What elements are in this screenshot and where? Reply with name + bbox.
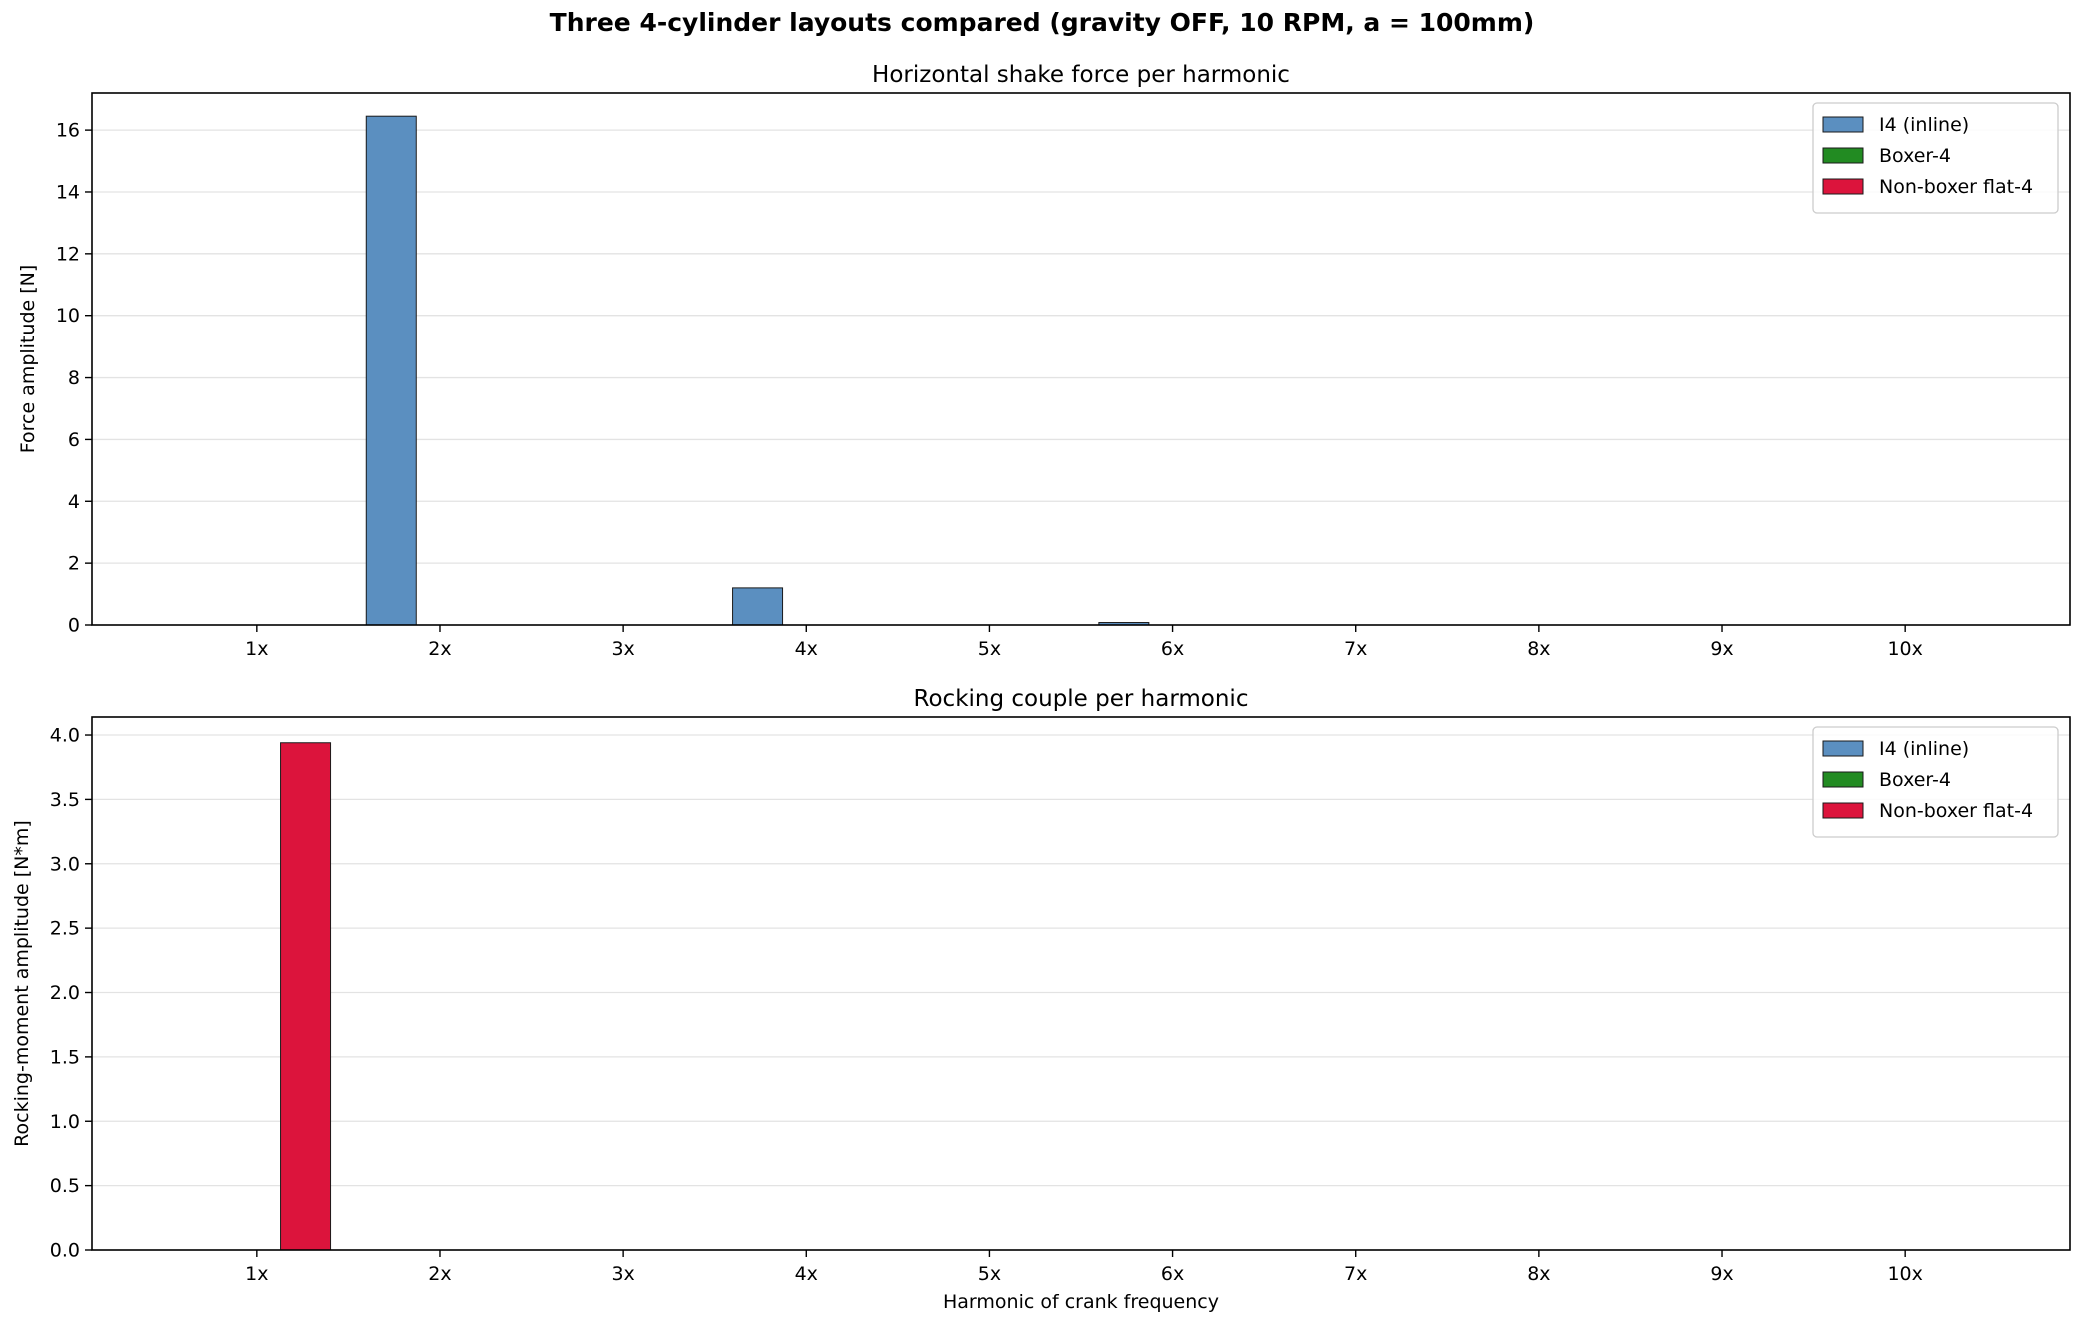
x-tick-label: 1x [245, 638, 268, 660]
x-tick-label: 2x [428, 1263, 451, 1285]
x-tick-label: 9x [1710, 1263, 1733, 1285]
subplot-1: 0 2 4 6 8 10 12 14 16 1x 2x 3x 4x 5x 6x 7x 8x 9x 10x Horizo… [17, 62, 2071, 660]
y-tick-label: 3.5 [50, 789, 80, 811]
x-axis-label: Harmonic of crank frequency [943, 1291, 1219, 1313]
legend-entry: I4 (inline) [1879, 738, 1969, 760]
legend-box [1812, 102, 2059, 214]
y-tick-label: 0.5 [50, 1175, 80, 1197]
y-tick-label: 14 [56, 181, 80, 203]
y-tick-label: 2.0 [50, 982, 80, 1004]
axes-frame [91, 92, 2071, 626]
y-tick-label: 2.5 [50, 918, 80, 940]
legend-entry: Boxer-4 [1879, 145, 1951, 167]
bar-i4-inline--2x [365, 115, 417, 626]
legend-swatch [1822, 116, 1864, 133]
x-tick-label: 6x [1161, 638, 1184, 660]
legend-entry: Non-boxer flat-4 [1879, 800, 2033, 822]
y-tick-label: 3.0 [50, 853, 80, 875]
y-tick-label: 6 [68, 429, 80, 451]
x-tick-label: 3x [611, 1263, 634, 1285]
legend: I4 (inline) Boxer-4 Non-boxer flat-4 [1812, 726, 2059, 838]
legend-swatch [1822, 178, 1864, 195]
y-tick-label: 16 [56, 120, 80, 142]
x-tick-label: 10x [1887, 1263, 1922, 1285]
x-tick-label: 7x [1344, 638, 1367, 660]
legend-box [1812, 726, 2059, 838]
bar-i4-inline--4x [732, 587, 784, 626]
x-tick-label: 5x [978, 638, 1001, 660]
x-tick-label: 4x [795, 1263, 818, 1285]
y-tick-label: 12 [56, 243, 80, 265]
legend-entry: Boxer-4 [1879, 769, 1951, 791]
axes-frame [91, 716, 2071, 1251]
x-tick-label: 7x [1344, 1263, 1367, 1285]
x-tick-label: 3x [611, 638, 634, 660]
x-tick-label: 8x [1527, 1263, 1550, 1285]
y-tick-label: 10 [56, 305, 80, 327]
subplot-title: Horizontal shake force per harmonic [872, 62, 1290, 88]
y-tick-label: 2 [68, 553, 80, 575]
bar-non-boxer-flat-4-1x [280, 742, 332, 1251]
y-tick-label: 1.5 [50, 1046, 80, 1068]
y-axis-label: Rocking-moment amplitude [N*m] [11, 820, 33, 1147]
x-tick-label: 8x [1527, 638, 1550, 660]
subplot-title: Rocking couple per harmonic [914, 686, 1249, 712]
legend-swatch [1822, 147, 1864, 164]
legend-entry: Non-boxer flat-4 [1879, 176, 2033, 198]
legend: I4 (inline) Boxer-4 Non-boxer flat-4 [1812, 102, 2059, 214]
y-tick-label: 1.0 [50, 1111, 80, 1133]
y-tick-label: 4.0 [50, 725, 80, 747]
subplot-2: 0.0 0.5 1.0 1.5 2.0 2.5 3.0 3.5 4.0 1x 2x 3x 4x 5x 6x 7… [11, 686, 2071, 1313]
y-tick-label: 0.0 [50, 1240, 80, 1262]
x-tick-label: 6x [1161, 1263, 1184, 1285]
y-tick-label: 4 [68, 491, 80, 513]
y-tick-label: 0 [68, 615, 80, 637]
legend-swatch [1822, 740, 1864, 757]
x-tick-label: 5x [978, 1263, 1001, 1285]
x-tick-label: 10x [1887, 638, 1922, 660]
y-axis-label: Force amplitude [N] [17, 265, 39, 454]
x-tick-label: 9x [1710, 638, 1733, 660]
x-tick-label: 1x [245, 1263, 268, 1285]
legend-swatch [1822, 771, 1864, 788]
figure-title: Three 4-cylinder layouts compared (gravi… [549, 8, 1535, 37]
y-tick-label: 8 [68, 367, 80, 389]
legend-swatch [1822, 802, 1864, 819]
x-tick-label: 2x [428, 638, 451, 660]
legend-entry: I4 (inline) [1879, 114, 1969, 136]
x-tick-label: 4x [795, 638, 818, 660]
